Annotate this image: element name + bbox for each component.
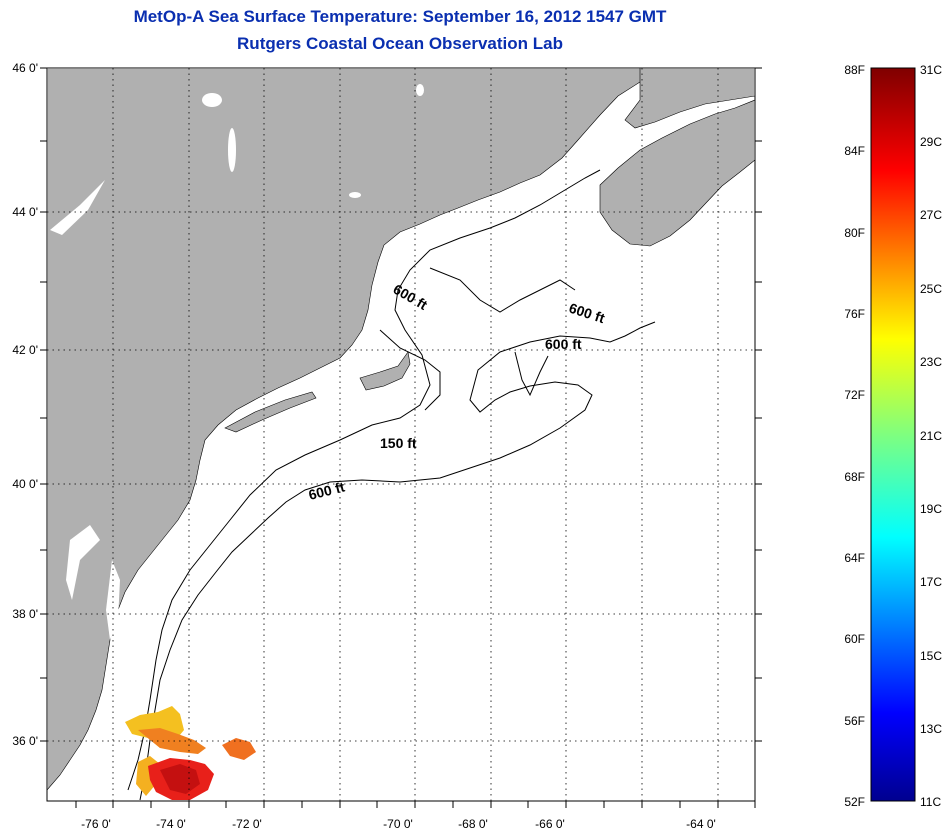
colorbar-c-label: 13C [920, 722, 942, 736]
colorbar-c-labels: 31C 29C 27C 25C 23C 21C 19C 17C 15C 13C … [920, 63, 942, 809]
lon-label: -66 0' [535, 817, 565, 831]
lon-label: -74 0' [156, 817, 186, 831]
colorbar-c-label: 31C [920, 63, 942, 77]
lat-label: 40 0' [12, 477, 38, 491]
colorbar-f-label: 80F [844, 226, 865, 240]
colorbar-f-label: 88F [844, 63, 865, 77]
colorbar-f-label: 68F [844, 470, 865, 484]
lat-label: 46 0' [12, 61, 38, 75]
colorbar-c-label: 19C [920, 502, 942, 516]
colorbar-f-label: 76F [844, 307, 865, 321]
sst-patch-orange [138, 728, 206, 754]
land-new-brunswick [624, 68, 755, 129]
colorbar-c-label: 11C [920, 795, 941, 809]
colorbar-c-label: 27C [920, 208, 942, 222]
land-mainland [47, 68, 661, 791]
colorbar-f-label: 52F [844, 795, 865, 809]
colorbar-f-label: 60F [844, 632, 865, 646]
lon-label: -68 0' [458, 817, 488, 831]
map-subtitle: Rutgers Coastal Ocean Observation Lab [237, 34, 563, 53]
colorbar-f-label: 64F [844, 551, 865, 565]
colorbar [870, 67, 916, 802]
lon-label: -64 0' [686, 817, 716, 831]
lon-labels: -76 0' -74 0' -72 0' -70 0' -68 0' -66 0… [81, 817, 716, 831]
lat-label: 38 0' [12, 607, 38, 621]
colorbar-f-label: 56F [844, 714, 865, 728]
land-nova-scotia [599, 99, 755, 247]
colorbar-c-label: 15C [920, 649, 942, 663]
sst-patches [125, 706, 256, 800]
lon-label: -72 0' [232, 817, 262, 831]
sst-patch-orange-east [222, 738, 256, 760]
lat-label: 44 0' [12, 205, 38, 219]
contour-600ft [139, 321, 656, 801]
lon-label: -70 0' [383, 817, 413, 831]
colorbar-c-label: 23C [920, 355, 942, 369]
colorbar-f-label: 84F [844, 144, 865, 158]
colorbar-c-label: 25C [920, 282, 942, 296]
lat-label: 36 0' [12, 734, 38, 748]
land-long-island [224, 391, 317, 433]
map-title: MetOp-A Sea Surface Temperature: Septemb… [133, 7, 667, 26]
colorbar-f-labels: 88F 84F 80F 76F 72F 68F 64F 60F 56F 52F [844, 63, 865, 809]
lat-label: 42 0' [12, 343, 38, 357]
lat-labels: 46 0' 44 0' 42 0' 40 0' 38 0' 36 0' [12, 61, 38, 748]
lon-label: -76 0' [81, 817, 111, 831]
colorbar-c-label: 29C [920, 135, 942, 149]
colorbar-f-label: 72F [844, 388, 865, 402]
grid [47, 68, 755, 801]
contour-label: 600 ft [545, 336, 582, 352]
sst-patch-darkred [160, 764, 200, 794]
land-cape-cod [359, 351, 411, 391]
colorbar-c-label: 17C [920, 575, 942, 589]
contour-150ft [127, 169, 601, 791]
frame-ticks [40, 67, 762, 808]
colorbar-c-label: 21C [920, 429, 942, 443]
contour-label: 150 ft [380, 435, 417, 451]
